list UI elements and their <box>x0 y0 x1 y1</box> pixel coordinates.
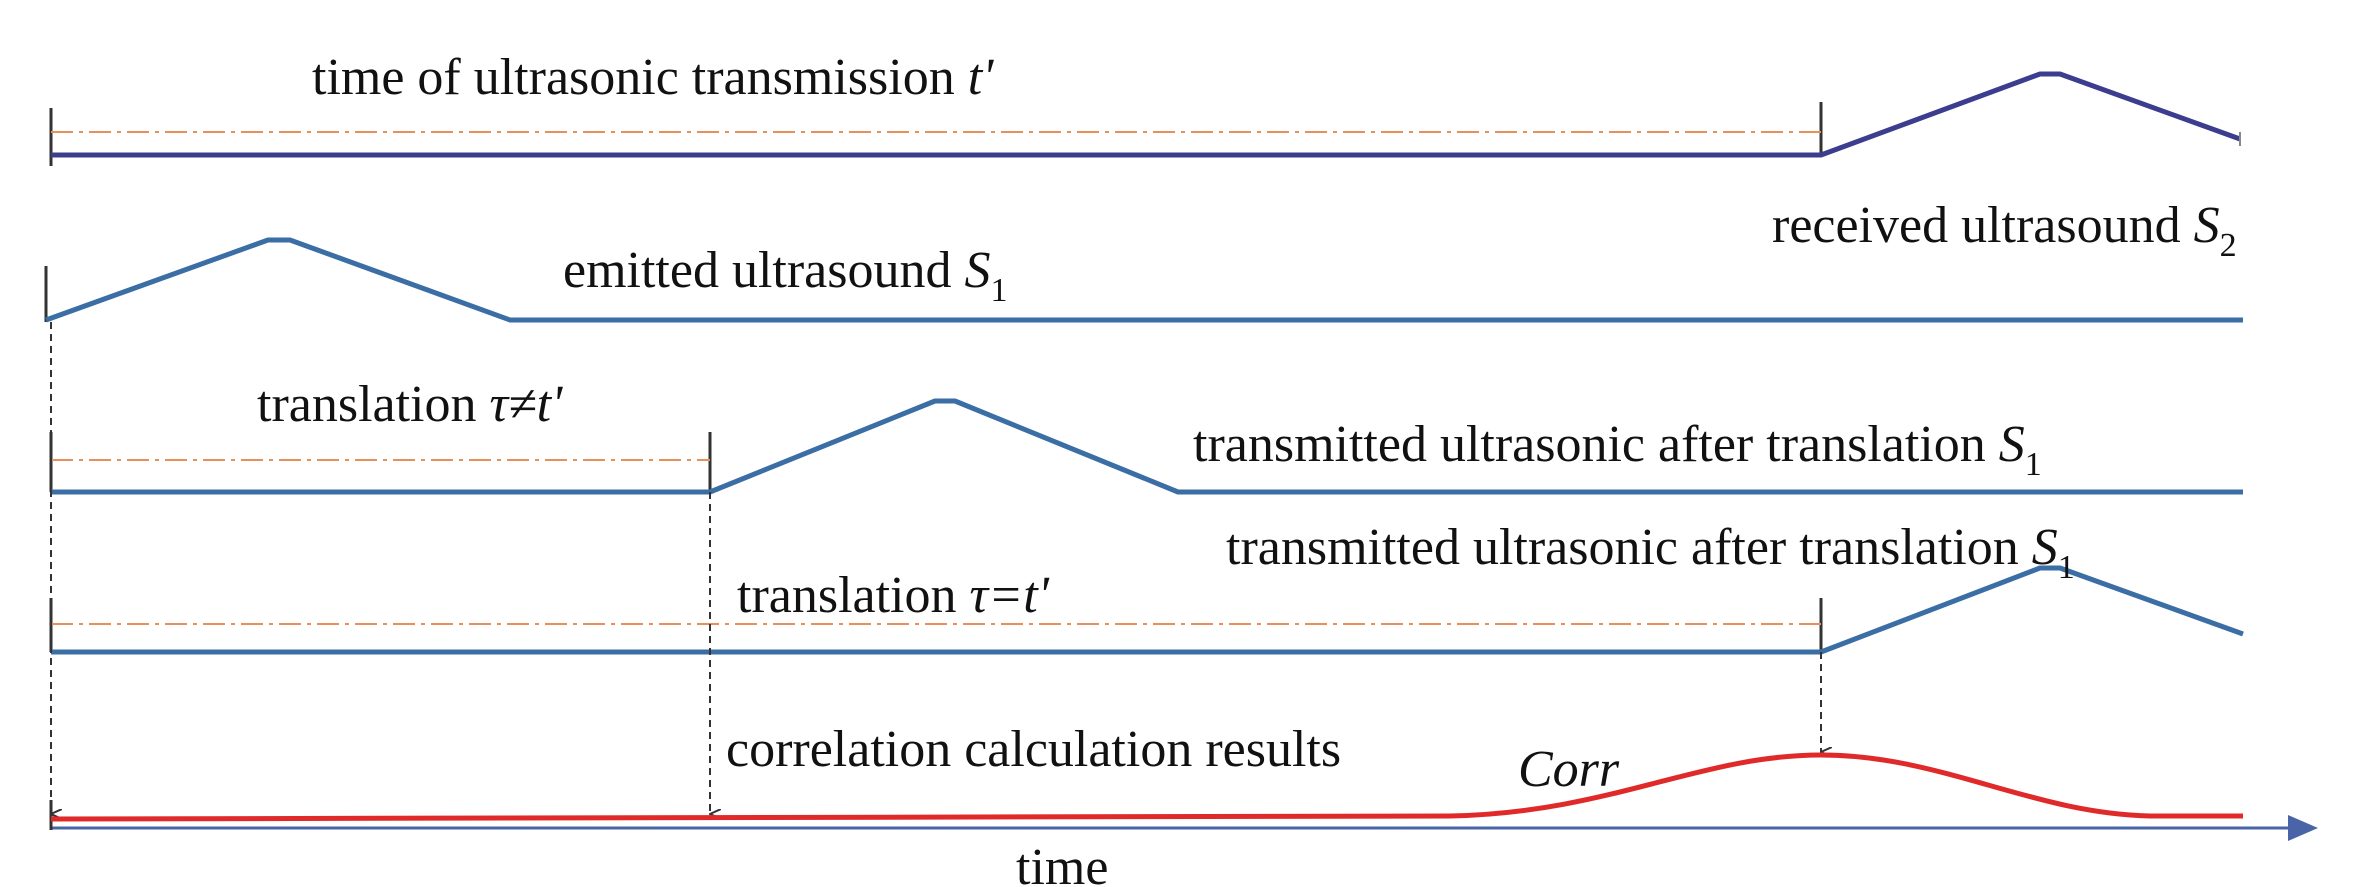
received-ultrasound-label: received ultrasound S2 <box>1772 197 2237 264</box>
row-received-ultrasound: time of ultrasonic transmission t' recei… <box>49 49 2241 264</box>
row-emitted-ultrasound: emitted ultrasound S1 <box>44 237 2243 323</box>
translation-neq-label: translation τ≠t' <box>257 376 563 433</box>
emitted-ultrasound-waveform <box>45 237 2243 323</box>
received-ultrasound-waveform <box>51 71 2241 158</box>
correlation-results-label: correlation calculation results <box>726 721 1341 778</box>
translated-signal-eq-waveform <box>51 565 2244 655</box>
row-translation-not-equal: translation τ≠t' transmitted ultrasonic … <box>49 376 2243 495</box>
row-translation-equal: transmitted ultrasonic after translation… <box>49 519 2244 655</box>
translated-signal-neq-waveform <box>51 398 2243 495</box>
transmission-time-label: time of ultrasonic transmission t' <box>312 49 994 106</box>
emitted-ultrasound-label: emitted ultrasound S1 <box>563 242 1007 309</box>
time-axis-arrowhead <box>2288 815 2318 841</box>
time-axis-label: time <box>1016 839 1108 887</box>
transmitted-after-translation-label-1: transmitted ultrasonic after translation… <box>1193 416 2042 483</box>
transmitted-after-translation-label-2: transmitted ultrasonic after translation… <box>1226 519 2075 586</box>
drop-arrows <box>50 322 1821 814</box>
row-correlation: correlation calculation results Corr tim… <box>49 721 2318 887</box>
corr-label: Corr <box>1518 741 1620 798</box>
correlation-curve <box>50 752 2243 822</box>
translation-eq-label: translation τ=t' <box>737 567 1050 624</box>
